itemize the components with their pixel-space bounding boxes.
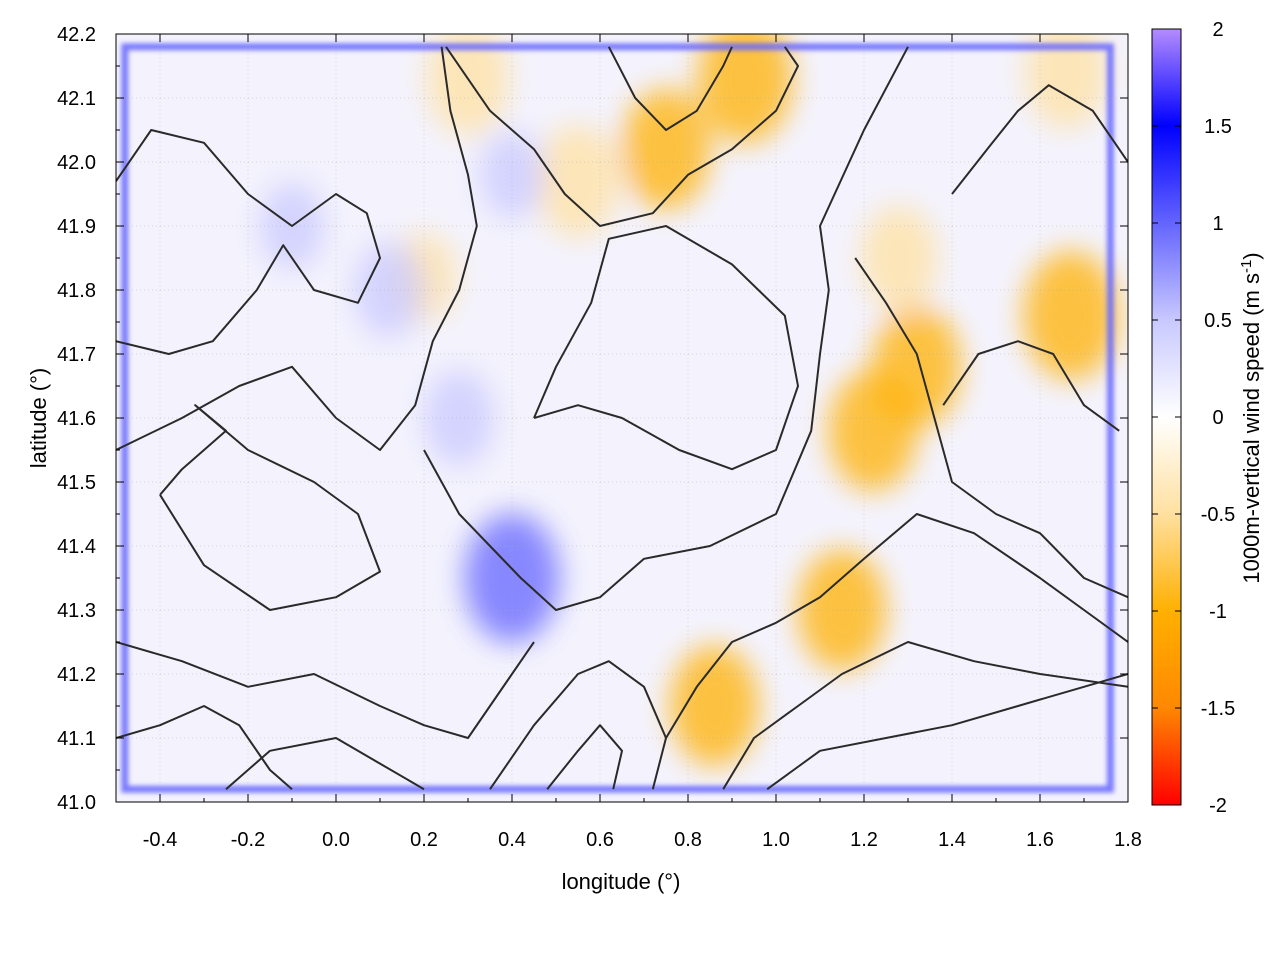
terrain-contour-line	[942, 340, 1120, 432]
colorbar-label: 1000m-vertical wind speed (m s-1)	[1238, 252, 1264, 583]
terrain-contours	[116, 46, 1128, 791]
terrain-contour-line	[445, 46, 799, 227]
x-tick-label: 0.6	[586, 829, 614, 851]
colorbar: 2 1.5 1 0.5 0 -0.5 -1 -1.5 -2 1000m-vertical win…	[1151, 19, 1264, 817]
colorbar-tick-label: 2	[1212, 19, 1223, 41]
x-tick-label: 0.4	[498, 829, 526, 851]
y-tick-label: 41.7	[57, 344, 96, 366]
terrain-contour-line	[116, 46, 478, 451]
colorbar-tick-label: 1.5	[1204, 116, 1232, 138]
x-tick-label: 1.2	[850, 829, 878, 851]
plot-area	[115, 33, 1129, 803]
y-tick-label: 41.0	[57, 792, 96, 814]
x-axis-label: longitude (°)	[562, 869, 681, 894]
y-tick-label: 42.1	[57, 88, 96, 110]
x-axis-ticks: -0.4 -0.2 0.0 0.2 0.4 0.6 0.8 1.0 1.2 1.4 1.6 1.8	[115, 34, 1142, 851]
updraft-hotspot	[860, 205, 938, 311]
x-tick-label: 0.0	[322, 829, 350, 851]
colorbar-ticks: 2 1.5 1 0.5 0 -0.5 -1 -1.5 -2	[1152, 19, 1235, 817]
updraft-hotspot	[621, 88, 711, 210]
x-tick-label: -0.2	[231, 829, 265, 851]
updraft-hotspot	[536, 124, 620, 238]
terrain-contour-line	[546, 724, 623, 790]
terrain-contour-line	[489, 660, 667, 790]
colorbar-tick-label: -0.5	[1201, 504, 1235, 526]
colorbar-tick-label: 0	[1212, 407, 1223, 429]
updraft-hotspot	[669, 645, 759, 767]
colorbar-tick-label: -1.5	[1201, 698, 1235, 720]
terrain-contour-line	[722, 641, 1128, 790]
y-tick-label: 41.4	[57, 536, 96, 558]
updraft-hotspot	[828, 370, 918, 492]
terrain-contour-line	[533, 225, 799, 471]
y-tick-label: 41.3	[57, 600, 96, 622]
y-tick-label: 42.2	[57, 24, 96, 46]
x-tick-label: 1.4	[938, 829, 966, 851]
downdraft-hotspot	[424, 370, 495, 466]
x-tick-label: 1.8	[1114, 829, 1142, 851]
updraft-hotspot	[697, 34, 793, 144]
y-tick-label: 41.9	[57, 216, 96, 238]
terrain-contour-line	[665, 513, 1128, 739]
y-tick-label: 41.5	[57, 472, 96, 494]
x-tick-label: 0.2	[410, 829, 438, 851]
updraft-hotspot	[797, 549, 887, 671]
terrain-contour-line	[116, 641, 535, 739]
colorbar-tick-label: -1	[1209, 601, 1227, 623]
y-tick-label: 41.2	[57, 664, 96, 686]
terrain-contour-line	[225, 737, 425, 791]
updraft-hotspot	[1023, 250, 1119, 381]
terrain-contour-line	[116, 705, 293, 790]
x-tick-label: 0.8	[674, 829, 702, 851]
heatmap-field	[259, 34, 1119, 767]
colorbar-tick-label: 1	[1212, 213, 1223, 235]
y-axis-label: latitude (°)	[26, 368, 51, 469]
colorbar-label-superscript: -1	[1238, 260, 1255, 273]
y-tick-label: 41.8	[57, 280, 96, 302]
terrain-contour-line	[607, 46, 733, 131]
terrain-contour-line	[159, 404, 381, 611]
y-tick-label: 41.1	[57, 728, 96, 750]
y-tick-label: 42.0	[57, 152, 96, 174]
terrain-contour-line	[116, 129, 381, 355]
updraft-hotspot	[1025, 34, 1108, 129]
terrain-contour-line	[423, 46, 909, 611]
x-tick-label: -0.4	[143, 829, 177, 851]
colorbar-tick-label: -2	[1209, 795, 1227, 817]
x-tick-label: 1.6	[1026, 829, 1054, 851]
x-tick-label: 1.0	[762, 829, 790, 851]
terrain-contour-line	[766, 673, 1128, 791]
terrain-contour-line	[854, 257, 1128, 599]
y-axis-ticks: 41.0 41.1 41.2 41.3 41.4 41.5 41.6 41.7 41.8 41.9…	[57, 24, 1128, 814]
y-tick-label: 41.6	[57, 408, 96, 430]
colorbar-tick-label: 0.5	[1204, 310, 1232, 332]
terrain-contour-line	[951, 84, 1128, 195]
